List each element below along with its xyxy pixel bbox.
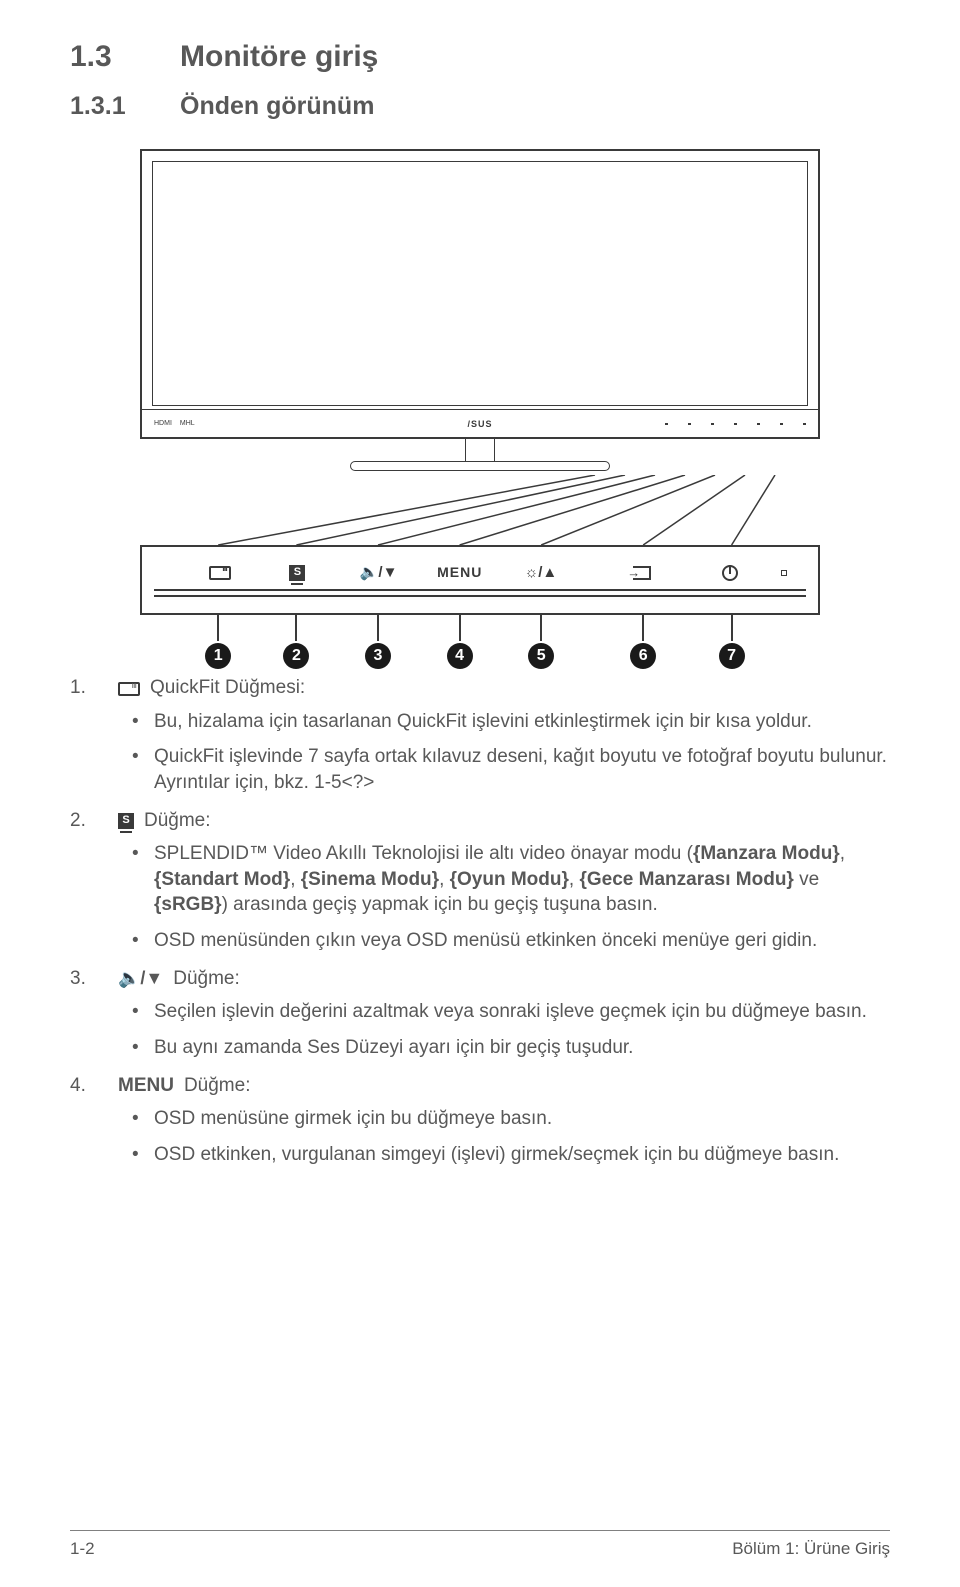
- menu-label: MENU: [437, 564, 482, 580]
- bezel-logo: /SUS: [467, 419, 492, 429]
- monitor-stand-base: [350, 461, 610, 471]
- callout-number-7: 7: [719, 643, 745, 669]
- pointer-line: [377, 615, 379, 641]
- bezel-button-marks: [665, 423, 806, 425]
- callout-number-5: 5: [528, 643, 554, 669]
- page-footer: 1-2 Bölüm 1: Ürüne Giriş: [70, 1530, 890, 1559]
- pointer-line: [731, 615, 733, 641]
- callout-number-2: 2: [283, 643, 309, 669]
- bezel-left-labels: HDMI MHL: [154, 420, 195, 427]
- callout-lines: [140, 475, 820, 545]
- list-item: 2. S Düğme: SPLENDID™ Video Akıllı Teknoloj…: [70, 808, 890, 954]
- bezel-mhl-label: MHL: [180, 420, 195, 427]
- list-item-head: MENU Düğme:: [118, 1073, 890, 1099]
- footer-page-number: 1-2: [70, 1539, 95, 1559]
- monitor-stand-neck: [465, 439, 495, 461]
- subsection-number: 1.3.1: [70, 92, 180, 121]
- list-item-number: 1.: [70, 675, 86, 701]
- power-led-icon: [781, 564, 787, 581]
- pointer-line: [295, 615, 297, 641]
- button-panel: S 🔈/▼ MENU ☼/▲: [140, 545, 820, 615]
- s-mode-icon: S: [118, 808, 134, 832]
- list-item-number: 2.: [70, 808, 86, 834]
- quickfit-icon: [209, 564, 231, 581]
- pointer-line: [217, 615, 219, 641]
- pointer-line: [459, 615, 461, 641]
- list-item-number: 4.: [70, 1073, 86, 1099]
- bezel-hdmi-label: HDMI: [154, 420, 172, 427]
- quickfit-icon: [118, 676, 140, 700]
- section-number: 1.3: [70, 40, 180, 74]
- monitor-screen: [152, 161, 808, 406]
- input-source-icon: [633, 564, 651, 581]
- list-item-head: 🔈/▼ Düğme:: [118, 966, 890, 992]
- brightness-up-icon: ☼/▲: [524, 564, 557, 581]
- list-item-number: 3.: [70, 966, 86, 992]
- callout-number-3: 3: [365, 643, 391, 669]
- footer-chapter: Bölüm 1: Ürüne Giriş: [732, 1539, 890, 1559]
- callout-number-4: 4: [447, 643, 473, 669]
- list-item-head-text: Düğme:: [144, 808, 211, 834]
- callout-number-6: 6: [630, 643, 656, 669]
- subsection-title: Önden görünüm: [180, 92, 374, 120]
- list-item: 4. MENU Düğme: OSD menüsüne girmek için bu…: [70, 1073, 890, 1168]
- power-icon: [722, 563, 738, 580]
- sub-bullet: SPLENDID™ Video Akıllı Teknolojisi ile a…: [154, 841, 890, 918]
- monitor-diagram: HDMI MHL /SUS: [140, 149, 820, 471]
- list-item-head-bold: MENU: [118, 1073, 174, 1099]
- sub-bullet: OSD menüsünden çıkın veya OSD menüsü etk…: [154, 928, 890, 954]
- number-pointers: 1 2 3 4 5 6 7: [140, 615, 820, 675]
- sub-bullet-list: Bu, hizalama için tasarlanan QuickFit iş…: [118, 709, 890, 796]
- sub-bullet: OSD menüsüne girmek için bu düğmeye bası…: [154, 1106, 890, 1132]
- pointer-line: [540, 615, 542, 641]
- sub-bullet: Bu aynı zamanda Ses Düzeyi ayarı için bi…: [154, 1035, 890, 1061]
- list-item-head-text: Düğme:: [173, 966, 240, 992]
- subsection-heading: 1.3.1Önden görünüm: [70, 92, 890, 121]
- callout-number-1: 1: [205, 643, 231, 669]
- sub-bullet: Bu, hizalama için tasarlanan QuickFit iş…: [154, 709, 890, 735]
- list-item-head-text: QuickFit Düğmesi:: [150, 675, 305, 701]
- s-mode-icon: S: [289, 563, 305, 580]
- monitor-bezel: HDMI MHL /SUS: [142, 409, 818, 437]
- section-title: Monitöre giriş: [180, 40, 378, 73]
- monitor-outline: HDMI MHL /SUS: [140, 149, 820, 439]
- section-heading: 1.3Monitöre giriş: [70, 40, 890, 74]
- volume-down-icon: 🔈/▼: [360, 563, 398, 581]
- volume-down-icon: 🔈/▼: [118, 966, 163, 990]
- panel-divider: [154, 589, 806, 597]
- sub-bullet: OSD etkinken, vurgulanan simgeyi (işlevi…: [154, 1142, 890, 1168]
- list-item: 1. QuickFit Düğmesi: Bu, hizalama için tas…: [70, 675, 890, 796]
- sub-bullet-list: Seçilen işlevin değerini azaltmak veya s…: [118, 999, 890, 1060]
- pointer-line: [642, 615, 644, 641]
- list-item-head: S Düğme:: [118, 808, 890, 834]
- sub-bullet: QuickFit işlevinde 7 sayfa ortak kılavuz…: [154, 744, 890, 795]
- sub-bullet-list: SPLENDID™ Video Akıllı Teknolojisi ile a…: [118, 841, 890, 954]
- list-item-head: QuickFit Düğmesi:: [118, 675, 890, 701]
- list-item: 3. 🔈/▼ Düğme: Seçilen işlevin değerini azal…: [70, 966, 890, 1061]
- button-description-list: 1. QuickFit Düğmesi: Bu, hizalama için tas…: [70, 675, 890, 1168]
- sub-bullet: Seçilen işlevin değerini azaltmak veya s…: [154, 999, 890, 1025]
- list-item-head-text: Düğme:: [184, 1073, 251, 1099]
- sub-bullet-list: OSD menüsüne girmek için bu düğmeye bası…: [118, 1106, 890, 1167]
